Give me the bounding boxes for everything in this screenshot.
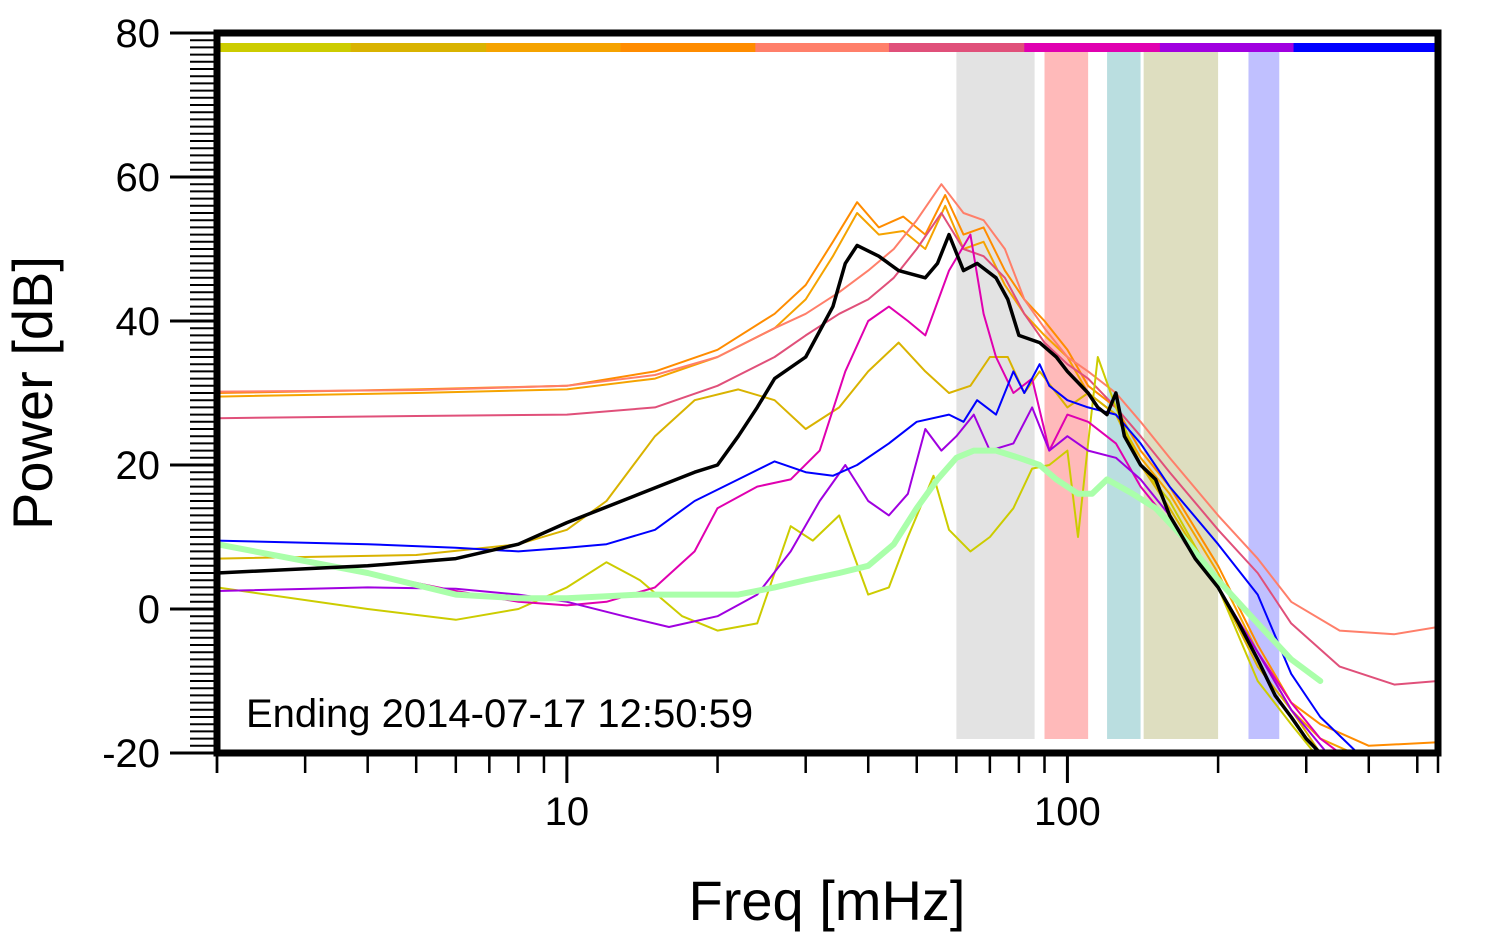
color-bar-segment-4	[755, 43, 890, 52]
band-4	[1248, 47, 1280, 739]
color-bar-segment-3	[620, 43, 756, 52]
color-bar-segment-7	[1159, 43, 1295, 52]
y-tick-label: 0	[138, 588, 160, 632]
color-bar-segment-1	[350, 43, 487, 52]
y-tick-label: -20	[102, 732, 160, 776]
top-color-bar	[217, 43, 1439, 52]
series-line-10	[217, 232, 1323, 753]
x-axis-title: Freq [mHz]	[689, 869, 966, 932]
y-tick-label: 20	[116, 444, 161, 488]
series-line-5	[217, 341, 1322, 753]
band-3	[1143, 47, 1219, 739]
color-bar-segment-2	[486, 43, 622, 52]
y-axis-title: Power [dB]	[1, 256, 64, 530]
y-tick-label: 80	[116, 12, 161, 56]
x-tick-label: 100	[1034, 790, 1101, 834]
color-bar-segment-0	[217, 43, 352, 52]
series-line-4	[217, 356, 1316, 753]
color-bar-segment-8	[1293, 43, 1439, 52]
color-bar-segment-6	[1024, 43, 1161, 52]
series-line-2	[217, 183, 1438, 636]
spectrum-series	[217, 183, 1438, 753]
series-line-7	[217, 406, 1328, 753]
series-line-8	[217, 363, 1359, 753]
frequency-bands	[956, 47, 1280, 739]
series-line-3	[217, 212, 1438, 686]
y-tick-label: 60	[116, 156, 161, 200]
x-tick-label: 10	[545, 790, 590, 834]
y-tick-label: 40	[116, 300, 161, 344]
series-line-9	[217, 447, 1324, 684]
color-bar-segment-5	[888, 43, 1025, 52]
timestamp-annotation: Ending 2014-07-17 12:50:59	[246, 692, 753, 736]
band-1	[1044, 47, 1089, 739]
band-2	[1107, 47, 1141, 739]
y-axis: 80 60 40 20 0 -20	[102, 12, 217, 776]
band-0	[956, 47, 1035, 739]
x-axis: 10 100	[215, 753, 1440, 834]
